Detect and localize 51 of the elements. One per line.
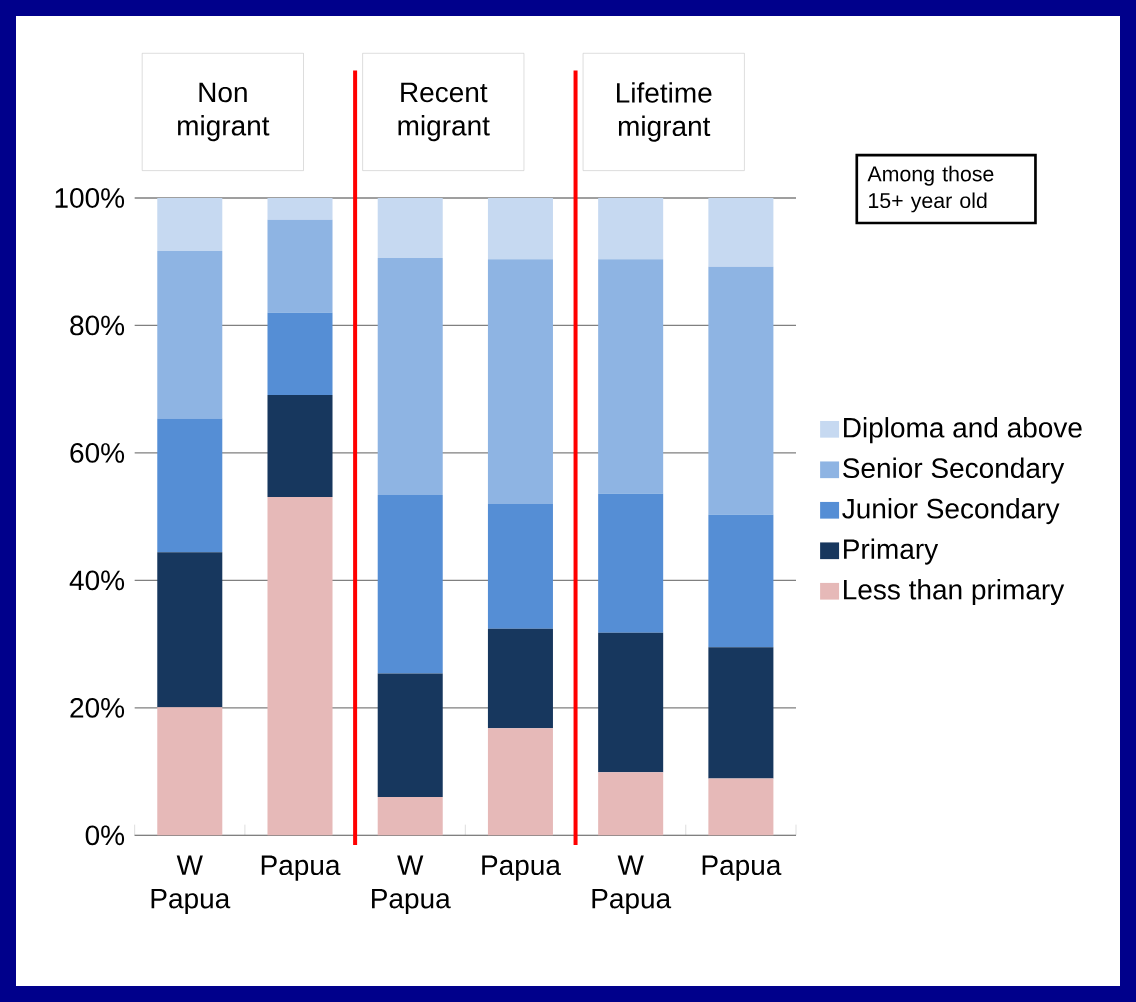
bar	[487, 259, 553, 504]
y-tick-label: 80%	[70, 315, 125, 336]
bar	[157, 250, 223, 419]
x-tick-label: W Papua	[372, 855, 451, 914]
y-tick-label: 60%	[70, 443, 125, 463]
bar	[708, 778, 774, 836]
y-tick-label: 0%	[85, 825, 125, 846]
bar	[377, 797, 443, 836]
bar	[598, 493, 664, 633]
bar	[157, 418, 223, 553]
y-tick-label: 100%	[55, 188, 125, 208]
bar	[267, 394, 333, 497]
bar	[598, 632, 664, 773]
text: Non migrant	[178, 82, 270, 142]
legend-label: Diploma and above	[844, 417, 1082, 444]
bar	[708, 514, 774, 648]
bar	[598, 259, 664, 494]
bar	[157, 552, 223, 708]
bar	[708, 266, 774, 515]
bar	[708, 647, 774, 779]
bar	[377, 494, 443, 674]
bar	[708, 197, 774, 267]
bar	[267, 197, 333, 220]
bar	[157, 197, 223, 251]
x-tick-label: Papua	[702, 855, 782, 881]
y-tick-label: 20%	[70, 697, 125, 718]
bar	[487, 197, 553, 260]
bar	[267, 312, 333, 395]
legend-label: Junior Secondary	[842, 498, 1060, 525]
bar	[267, 496, 333, 836]
legend-label: Primary	[844, 538, 939, 565]
x-tick-label: Papua	[261, 855, 341, 881]
x-tick-label: Papua	[482, 855, 561, 881]
bar	[598, 197, 664, 260]
legend-label: Less than primary	[844, 579, 1065, 606]
bar	[487, 503, 553, 629]
legend-label: Senior Secondary	[843, 457, 1065, 484]
bar	[157, 707, 223, 836]
x-tick-label: W Papua	[592, 855, 672, 914]
bar	[487, 628, 553, 729]
bar	[377, 257, 443, 495]
y-tick-label: 40%	[69, 570, 125, 591]
bar	[377, 673, 443, 798]
bar	[487, 728, 553, 836]
text: Recent migrant	[398, 82, 490, 142]
bar	[377, 197, 443, 258]
text: Lifetime migrant	[617, 82, 712, 142]
bar	[598, 772, 664, 836]
text: Among those 15+ year old	[867, 165, 994, 213]
x-tick-label: W Papua	[151, 855, 231, 914]
bar	[267, 219, 333, 313]
